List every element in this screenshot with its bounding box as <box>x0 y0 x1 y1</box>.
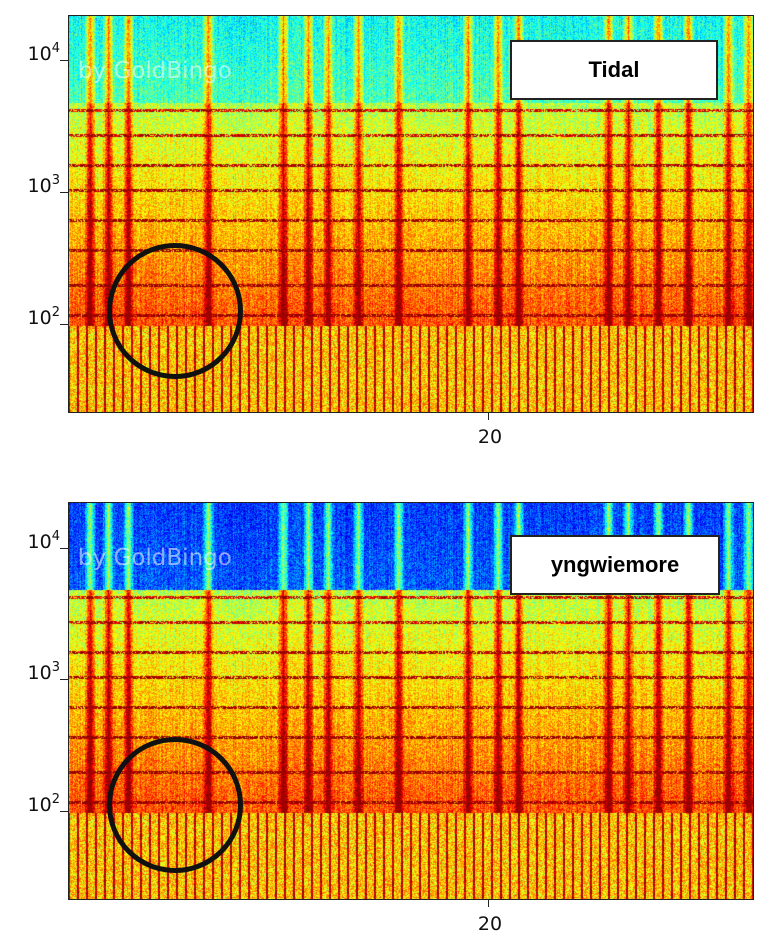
legend-label: yngwiemore <box>510 535 720 595</box>
ytick-mark <box>60 679 68 680</box>
xtick-label: 20 <box>477 426 503 448</box>
ytick-mark <box>60 192 68 193</box>
ytick-label: 104 <box>27 41 60 65</box>
xtick-mark <box>488 900 489 907</box>
ytick-label: 103 <box>27 660 60 684</box>
legend-label: Tidal <box>510 40 718 100</box>
highlight-circle <box>107 737 243 873</box>
ytick-label: 103 <box>27 173 60 197</box>
ytick-label: 102 <box>27 792 60 816</box>
xtick-mark <box>488 413 489 420</box>
ytick-mark <box>60 548 68 549</box>
ytick-label: 102 <box>27 305 60 329</box>
spectrogram-panel-tidal: 104 103 102 20 by GoldBingo Tidal <box>0 0 780 470</box>
ytick-mark <box>60 60 68 61</box>
ytick-mark <box>60 811 68 812</box>
highlight-circle <box>107 243 243 379</box>
spectrogram-panel-yngwiemore: 104 103 102 20 by GoldBingo yngwiemore <box>0 485 780 945</box>
ytick-label: 104 <box>27 529 60 553</box>
xtick-label: 20 <box>477 913 503 935</box>
ytick-mark <box>60 324 68 325</box>
